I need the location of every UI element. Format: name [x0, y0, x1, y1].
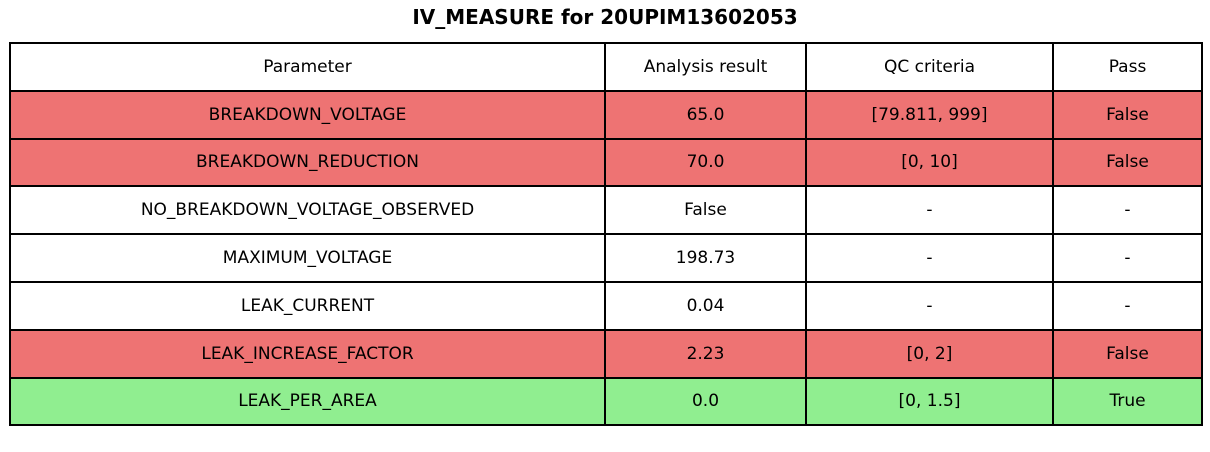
cell-analysis-result: 65.0 — [604, 89, 807, 140]
cell-qc-criteria: [0, 10] — [805, 137, 1054, 188]
cell-analysis-result: 0.0 — [604, 376, 807, 427]
cell-pass: - — [1052, 280, 1203, 331]
cell-parameter: BREAKDOWN_REDUCTION — [9, 137, 606, 188]
cell-qc-criteria: - — [805, 233, 1054, 283]
table-row: LEAK_PER_AREA 0.0 [0, 1.5] True — [9, 376, 1203, 427]
cell-analysis-result: 0.04 — [604, 280, 807, 331]
column-header-analysis-result: Analysis result — [604, 42, 807, 92]
cell-parameter: LEAK_PER_AREA — [9, 376, 606, 427]
cell-analysis-result: 198.73 — [604, 233, 807, 283]
cell-qc-criteria: [0, 1.5] — [805, 376, 1054, 427]
cell-pass: - — [1052, 185, 1203, 236]
cell-analysis-result: False — [604, 185, 807, 236]
qc-results-table: Parameter Analysis result QC criteria Pa… — [9, 42, 1203, 427]
table-row: LEAK_CURRENT 0.04 - - — [9, 280, 1203, 331]
cell-parameter: LEAK_CURRENT — [9, 280, 606, 331]
cell-qc-criteria: [0, 2] — [805, 328, 1054, 379]
cell-parameter: NO_BREAKDOWN_VOLTAGE_OBSERVED — [9, 185, 606, 236]
column-header-parameter: Parameter — [9, 42, 606, 92]
cell-pass: False — [1052, 89, 1203, 140]
cell-parameter: LEAK_INCREASE_FACTOR — [9, 328, 606, 379]
column-header-pass: Pass — [1052, 42, 1203, 92]
cell-qc-criteria: - — [805, 185, 1054, 236]
table-header-row: Parameter Analysis result QC criteria Pa… — [9, 42, 1203, 92]
cell-parameter: BREAKDOWN_VOLTAGE — [9, 89, 606, 140]
cell-qc-criteria: - — [805, 280, 1054, 331]
column-header-qc-criteria: QC criteria — [805, 42, 1054, 92]
table-row: NO_BREAKDOWN_VOLTAGE_OBSERVED False - - — [9, 185, 1203, 236]
table-row: BREAKDOWN_VOLTAGE 65.0 [79.811, 999] Fal… — [9, 89, 1203, 140]
cell-pass: - — [1052, 233, 1203, 283]
chart-title: IV_MEASURE for 20UPIM13602053 — [412, 5, 798, 29]
cell-analysis-result: 2.23 — [604, 328, 807, 379]
cell-pass: True — [1052, 376, 1203, 427]
cell-analysis-result: 70.0 — [604, 137, 807, 188]
cell-pass: False — [1052, 328, 1203, 379]
cell-pass: False — [1052, 137, 1203, 188]
table-body: BREAKDOWN_VOLTAGE 65.0 [79.811, 999] Fal… — [9, 89, 1203, 427]
cell-qc-criteria: [79.811, 999] — [805, 89, 1054, 140]
table-row: LEAK_INCREASE_FACTOR 2.23 [0, 2] False — [9, 328, 1203, 379]
table-row: MAXIMUM_VOLTAGE 198.73 - - — [9, 233, 1203, 283]
table-row: BREAKDOWN_REDUCTION 70.0 [0, 10] False — [9, 137, 1203, 188]
cell-parameter: MAXIMUM_VOLTAGE — [9, 233, 606, 283]
